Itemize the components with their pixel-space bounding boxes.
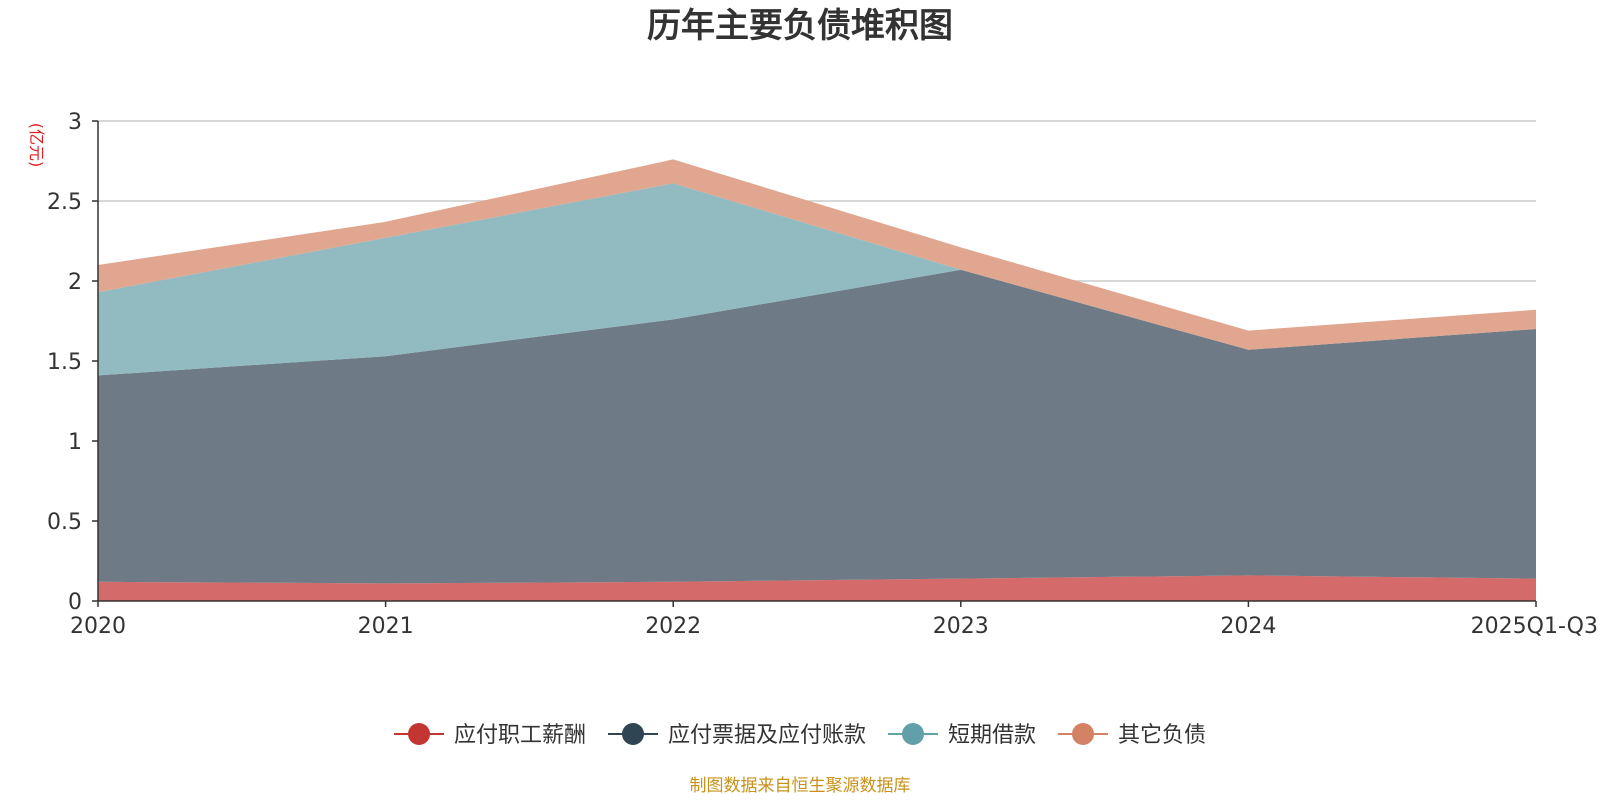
- y-tick-label: 0.5: [47, 510, 82, 535]
- area-series-0[interactable]: [98, 575, 1536, 601]
- y-tick-label: 3: [68, 110, 82, 135]
- legend-dot-marker: [408, 723, 430, 745]
- area-series-1[interactable]: [98, 269, 1536, 584]
- area-series-3[interactable]: [98, 159, 1536, 350]
- legend-item-2[interactable]: 短期借款: [888, 723, 1036, 748]
- y-tick-label: 2: [68, 270, 82, 295]
- y-tick-label: 1: [68, 430, 82, 455]
- legend[interactable]: 应付职工薪酬 应付票据及应付账款 短期借款 其它负债: [394, 723, 1206, 748]
- data-source-note: 制图数据来自恒生聚源数据库: [690, 776, 911, 796]
- legend-item-0[interactable]: 应付职工薪酬: [394, 723, 586, 748]
- y-tick-label: 2.5: [47, 190, 82, 215]
- legend-dot-marker: [622, 723, 644, 745]
- x-tick-label: 2020: [70, 614, 126, 639]
- legend-label: 其它负债: [1118, 723, 1206, 748]
- legend-item-3[interactable]: 其它负债: [1058, 723, 1206, 748]
- axes: 0 0.5 1 1.5 2 2.5 3 2020 2021 2022 2023 2024 2025Q1-…: [47, 110, 1598, 639]
- x-tick-label: 2025Q1-Q3: [1471, 614, 1598, 639]
- area-series-2[interactable]: [98, 183, 1536, 376]
- legend-label: 应付职工薪酬: [454, 723, 586, 748]
- legend-dot-marker: [902, 723, 924, 745]
- legend-label: 短期借款: [948, 723, 1036, 748]
- y-tick-label: 0: [68, 590, 82, 615]
- x-tick-label: 2023: [933, 614, 989, 639]
- x-tick-label: 2021: [358, 614, 414, 639]
- area-series-group: [98, 159, 1536, 601]
- y-tick-label: 1.5: [47, 350, 82, 375]
- chart-title: 历年主要负债堆积图: [647, 6, 953, 46]
- legend-dot-marker: [1072, 723, 1094, 745]
- y-axis-unit-label: (亿元): [27, 123, 46, 168]
- x-tick-label: 2022: [645, 614, 701, 639]
- x-tick-label: 2024: [1220, 614, 1276, 639]
- legend-label: 应付票据及应付账款: [668, 723, 866, 748]
- legend-item-1[interactable]: 应付票据及应付账款: [608, 723, 866, 748]
